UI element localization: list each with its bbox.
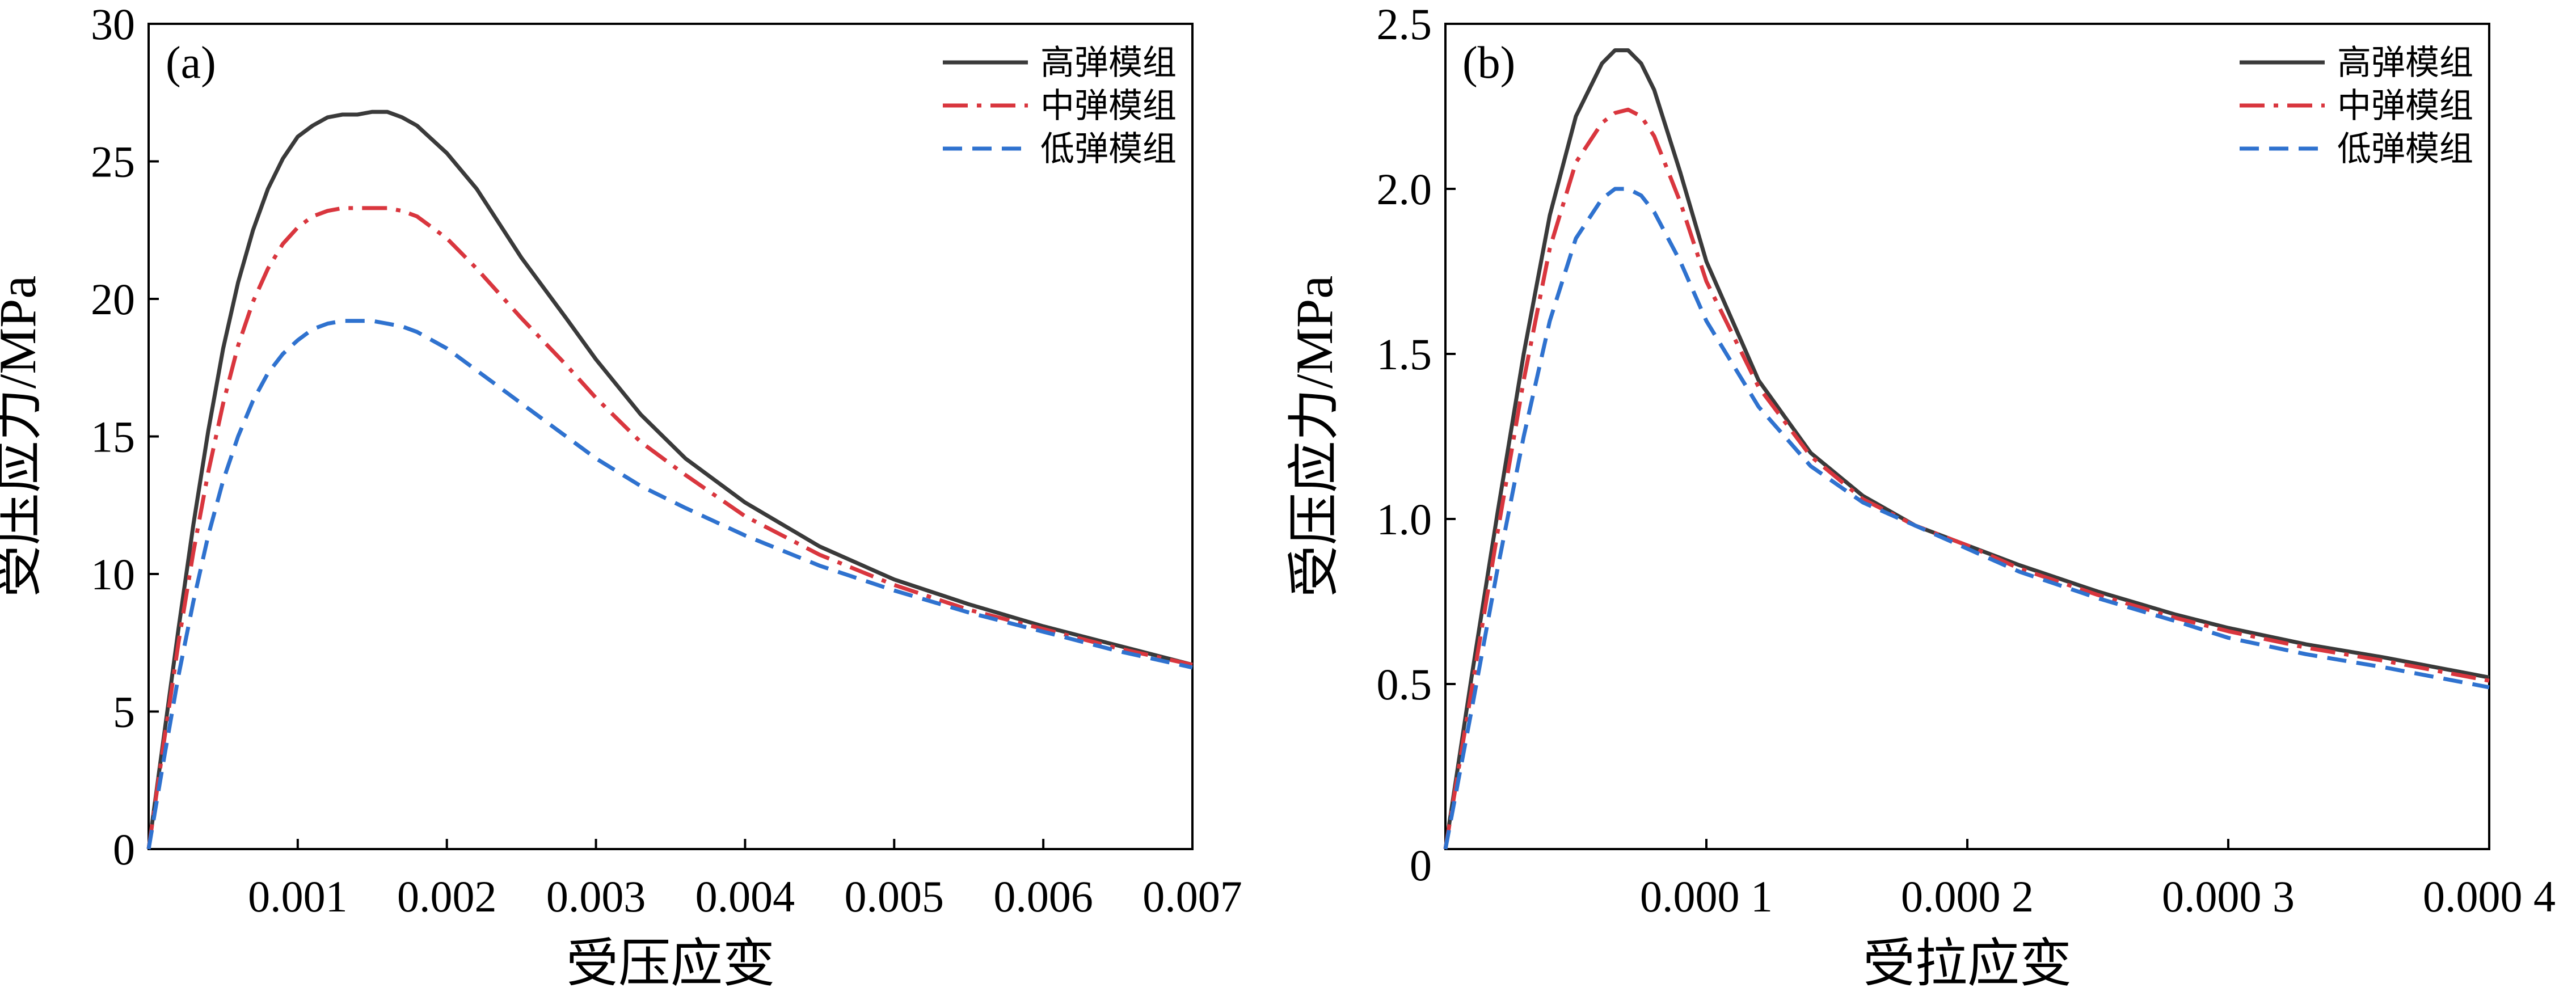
- y-tick-label: 1.0: [1377, 495, 1432, 544]
- series-line-high: [1443, 48, 2490, 850]
- plot-frame: [1444, 23, 2490, 850]
- x-axis-title: 受拉应变: [1863, 935, 2072, 992]
- x-tick-label: 0.000 3: [2162, 872, 2295, 921]
- legend-label-high: 高弹模组: [1040, 44, 1177, 82]
- panel-label: (a): [166, 38, 216, 88]
- y-tick-label: 2.0: [1377, 164, 1432, 214]
- x-tick-label: 0.002: [397, 872, 497, 921]
- x-axis-title: 受压应变: [566, 935, 775, 992]
- y-tick-label: 0: [113, 825, 135, 874]
- legend-label-low: 低弹模组: [1040, 130, 1177, 168]
- y-tick-label: 30: [91, 0, 135, 49]
- series-line-mid: [1443, 107, 2490, 850]
- x-tick-label: 0.005: [845, 872, 945, 921]
- series-line-low: [1443, 187, 2490, 850]
- series-line-high: [146, 109, 1193, 850]
- legend-label-mid: 中弹模组: [2337, 87, 2473, 125]
- x-tick-label: 0.004: [695, 872, 795, 921]
- x-tick-label: 0.001: [248, 872, 348, 921]
- origin-label: 0: [1410, 841, 1432, 890]
- y-tick-label: 10: [91, 550, 135, 599]
- legend-label-low: 低弹模组: [2337, 130, 2473, 168]
- panel-label: (b): [1462, 38, 1515, 88]
- y-tick-label: 15: [91, 412, 135, 462]
- series-line-low: [146, 319, 1193, 850]
- x-tick-label: 0.000 2: [1901, 872, 2034, 921]
- y-tick-label: 5: [113, 687, 135, 737]
- x-tick-label: 0.007: [1142, 872, 1242, 921]
- series-line-mid: [146, 206, 1193, 850]
- y-tick-label: 20: [91, 275, 135, 324]
- y-axis-title: 受压应力/MPa: [0, 276, 47, 597]
- legend-label-mid: 中弹模组: [1040, 87, 1177, 125]
- y-tick-label: 25: [91, 137, 135, 187]
- y-axis-title: 受压应力/MPa: [1285, 276, 1343, 597]
- legend-label-high: 高弹模组: [2337, 44, 2473, 82]
- plot-frame: [147, 23, 1194, 850]
- x-tick-label: 0.006: [993, 872, 1093, 921]
- x-tick-label: 0.000 4: [2423, 872, 2556, 921]
- x-tick-label: 0.003: [546, 872, 646, 921]
- x-tick-label: 0.000 1: [1640, 872, 1773, 921]
- y-tick-label: 0.5: [1377, 660, 1432, 709]
- y-tick-label: 1.5: [1377, 330, 1432, 379]
- y-tick-label: 2.5: [1377, 0, 1432, 49]
